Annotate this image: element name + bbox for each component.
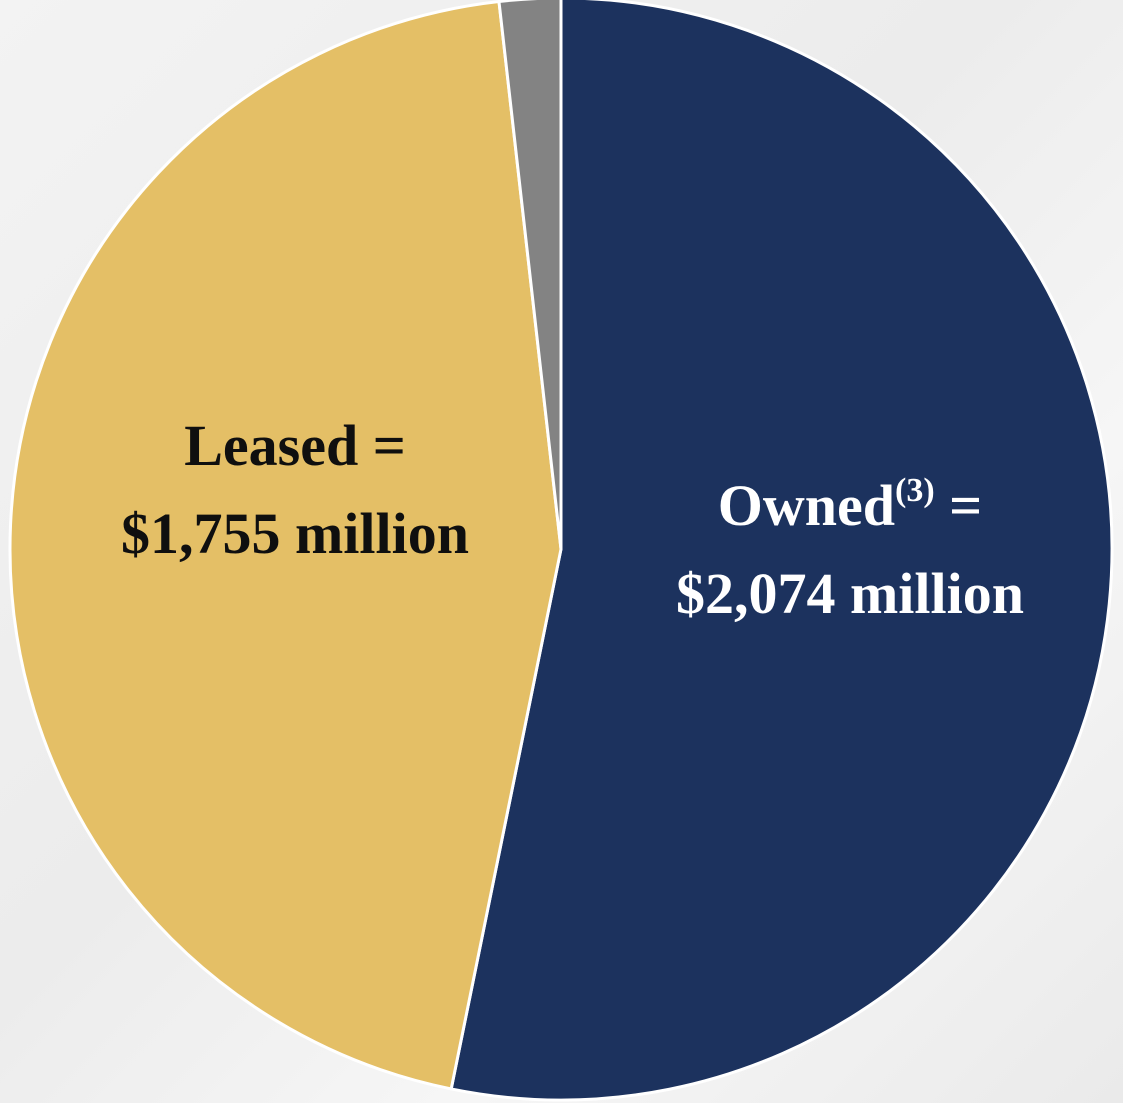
owned-footnote-marker: (3): [895, 472, 935, 509]
owned-label-line1: Owned(3) =: [676, 462, 1024, 550]
owned-label-name: Owned: [718, 473, 895, 538]
owned-label-equals: =: [935, 473, 983, 538]
owned-value-label: $2,074 million: [676, 550, 1024, 638]
leased-value-label: $1,755 million: [121, 490, 469, 578]
owned-slice-label: Owned(3) = $2,074 million: [676, 462, 1024, 638]
leased-label-line1: Leased =: [121, 402, 469, 490]
leased-slice-label: Leased = $1,755 million: [121, 402, 469, 578]
